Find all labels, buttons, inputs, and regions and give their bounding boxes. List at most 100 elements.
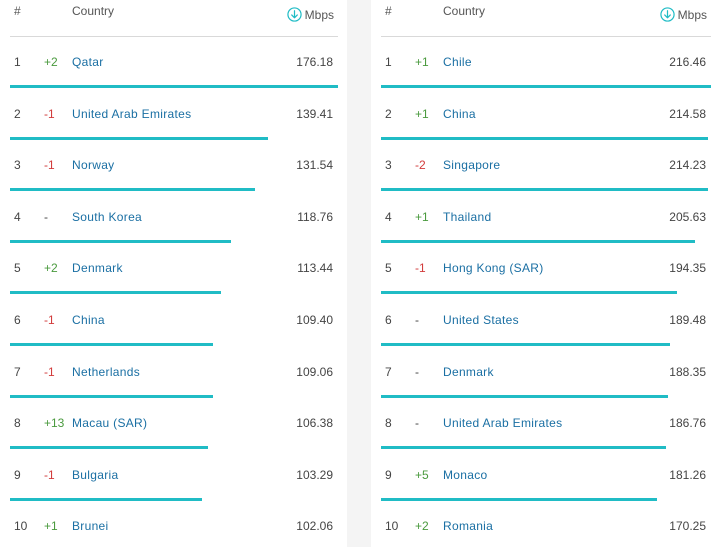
rank-column-header: # [14, 4, 21, 18]
rank-change: - [415, 364, 419, 379]
speed-column-header[interactable]: Mbps [286, 7, 334, 22]
speed-value: 205.63 [669, 209, 706, 224]
speed-value: 106.38 [296, 416, 333, 431]
rank-value: 10 [385, 519, 399, 534]
rank-change: -1 [44, 467, 55, 482]
country-link[interactable]: Chile [443, 55, 472, 69]
country-link[interactable]: Monaco [443, 467, 488, 482]
country-link[interactable]: Norway [72, 158, 115, 173]
rank-change: +1 [415, 209, 429, 224]
speed-bar [381, 85, 711, 88]
rank-value: 5 [14, 261, 21, 276]
speed-value: 214.58 [669, 106, 706, 121]
speed-value: 109.06 [296, 364, 333, 379]
speed-bar [10, 343, 214, 346]
rank-change: +5 [415, 467, 429, 482]
rank-change: - [415, 416, 419, 431]
download-arrow-icon [286, 7, 302, 22]
table-row[interactable]: 4 - South Korea 118.76 [10, 192, 338, 244]
rank-change: - [415, 313, 419, 327]
table-row[interactable]: 1 +2 Qatar 176.18 [10, 37, 338, 89]
country-link[interactable]: United Arab Emirates [443, 416, 563, 431]
table-row[interactable]: 1 +1 Chile 216.46 [381, 37, 711, 89]
country-link[interactable]: Brunei [72, 519, 109, 534]
rank-value: 9 [14, 467, 21, 482]
rank-value: 4 [385, 209, 392, 224]
rank-change: +1 [415, 55, 429, 69]
rank-value: 5 [385, 261, 392, 276]
table-row[interactable]: 3 -2 Singapore 214.23 [381, 140, 711, 192]
country-link[interactable]: Bulgaria [72, 467, 119, 482]
rank-value: 2 [14, 106, 21, 121]
rank-change: +2 [44, 55, 58, 69]
rank-value: 1 [14, 55, 21, 69]
table-row[interactable]: 10 +1 Brunei 102.06 [10, 501, 338, 547]
rank-value: 9 [385, 467, 392, 482]
table-row[interactable]: 9 -1 Bulgaria 103.29 [10, 450, 338, 502]
country-link[interactable]: United States [443, 313, 519, 327]
table-row[interactable]: 3 -1 Norway 131.54 [10, 140, 338, 192]
speed-bar [381, 291, 678, 295]
speed-value: 109.40 [296, 313, 333, 327]
rank-change: +13 [44, 416, 65, 431]
rank-change: -2 [415, 158, 426, 173]
speed-bar [381, 446, 666, 450]
speed-bar [10, 446, 209, 450]
table-row[interactable]: 7 -1 Netherlands 109.06 [10, 347, 338, 399]
country-link[interactable]: Thailand [443, 209, 492, 224]
rank-value: 1 [385, 55, 392, 69]
speed-bar [10, 394, 214, 398]
rank-value: 3 [14, 158, 21, 173]
table-row[interactable]: 2 -1 United Arab Emirates 139.41 [10, 89, 338, 141]
table-row[interactable]: 10 +2 Romania 170.25 [381, 501, 711, 547]
table-row[interactable]: 9 +5 Monaco 181.26 [381, 450, 711, 502]
speed-value: 176.18 [296, 55, 333, 69]
country-column-header: Country [443, 4, 486, 18]
country-link[interactable]: Qatar [72, 55, 104, 69]
table-row[interactable]: 2 +1 China 214.58 [381, 89, 711, 141]
rank-column-header: # [385, 4, 392, 18]
table-row[interactable]: 7 - Denmark 188.35 [381, 347, 711, 399]
speed-bar [10, 85, 338, 88]
speed-value: 113.44 [297, 261, 333, 276]
speed-bar [381, 497, 658, 501]
country-link[interactable]: Hong Kong (SAR) [443, 261, 544, 276]
country-link[interactable]: Denmark [72, 261, 123, 276]
table-row[interactable]: 8 - United Arab Emirates 186.76 [381, 398, 711, 450]
table-row[interactable]: 5 +2 Denmark 113.44 [10, 243, 338, 295]
speed-value: 103.29 [296, 467, 333, 482]
rank-value: 8 [385, 416, 392, 431]
table-row[interactable]: 6 - United States 189.48 [381, 295, 711, 347]
speed-bar [10, 239, 232, 243]
country-link[interactable]: Denmark [443, 364, 494, 379]
table-header: # Country Mbps [10, 0, 338, 37]
unit-label: Mbps [677, 7, 707, 22]
left-ranking-table: # Country Mbps 1 +2 Qatar 176.18 2 -1 United A… [0, 0, 347, 547]
rank-value: 6 [385, 313, 392, 327]
speed-bar [381, 343, 671, 346]
table-row[interactable]: 6 -1 China 109.40 [10, 295, 338, 347]
rank-change: -1 [44, 106, 55, 121]
table-row[interactable]: 5 -1 Hong Kong (SAR) 194.35 [381, 243, 711, 295]
table-row[interactable]: 4 +1 Thailand 205.63 [381, 192, 711, 244]
rank-value: 3 [385, 158, 392, 173]
speed-bar [10, 291, 221, 295]
speed-column-header[interactable]: Mbps [659, 7, 707, 22]
country-link[interactable]: Netherlands [72, 364, 141, 379]
country-link[interactable]: South Korea [72, 209, 143, 224]
speed-bar [381, 136, 709, 140]
rank-value: 7 [385, 364, 392, 379]
rank-value: 8 [14, 416, 21, 431]
table-row[interactable]: 8 +13 Macau (SAR) 106.38 [10, 398, 338, 450]
speed-bar [10, 136, 268, 140]
speed-value: 214.23 [669, 158, 706, 173]
rank-value: 10 [14, 519, 28, 534]
panel-divider [347, 0, 371, 547]
country-link[interactable]: Macau (SAR) [72, 416, 148, 431]
country-link[interactable]: China [443, 106, 476, 121]
country-link[interactable]: China [72, 313, 105, 327]
rank-value: 4 [14, 209, 21, 224]
country-link[interactable]: United Arab Emirates [72, 106, 192, 121]
country-link[interactable]: Singapore [443, 158, 501, 173]
country-link[interactable]: Romania [443, 519, 494, 534]
